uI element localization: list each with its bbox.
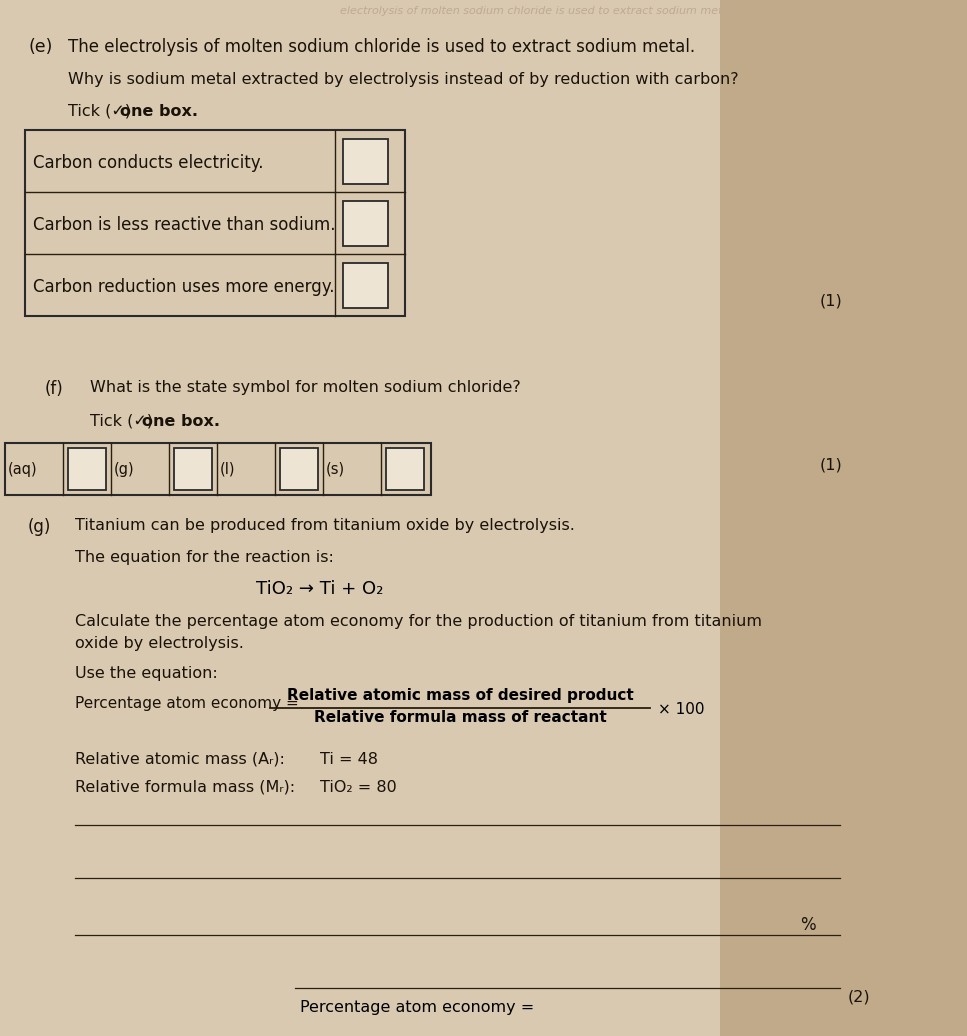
- Text: What is the state symbol for molten sodium chloride?: What is the state symbol for molten sodi…: [90, 380, 521, 395]
- Text: Why is sodium metal extracted by electrolysis instead of by reduction with carbo: Why is sodium metal extracted by electro…: [68, 71, 739, 87]
- Text: %: %: [800, 916, 815, 934]
- Text: Relative formula mass of reactant: Relative formula mass of reactant: [313, 710, 606, 725]
- Text: one box.: one box.: [142, 414, 220, 429]
- Bar: [343, 262, 388, 308]
- Text: (1): (1): [820, 458, 843, 473]
- Text: TiO₂ → Ti + O₂: TiO₂ → Ti + O₂: [256, 580, 384, 598]
- Text: × 100: × 100: [658, 702, 705, 717]
- Text: Percentage atom economy =: Percentage atom economy =: [75, 696, 299, 711]
- Bar: [5, 443, 431, 495]
- Text: oxide by electrolysis.: oxide by electrolysis.: [75, 636, 244, 651]
- Text: (e): (e): [28, 38, 52, 56]
- Text: Relative atomic mass of desired product: Relative atomic mass of desired product: [286, 688, 633, 703]
- Text: Calculate the percentage atom economy for the production of titanium from titani: Calculate the percentage atom economy fo…: [75, 614, 762, 629]
- Text: The equation for the reaction is:: The equation for the reaction is:: [75, 550, 334, 565]
- Text: Carbon conducts electricity.: Carbon conducts electricity.: [33, 154, 263, 172]
- Text: (g): (g): [114, 462, 134, 477]
- Bar: [25, 130, 405, 316]
- Text: electrolysis of molten sodium chloride is used to extract sodium metal.: electrolysis of molten sodium chloride i…: [340, 6, 736, 16]
- Text: (l): (l): [220, 462, 236, 477]
- Bar: [343, 139, 388, 183]
- Text: Titanium can be produced from titanium oxide by electrolysis.: Titanium can be produced from titanium o…: [75, 518, 574, 533]
- Bar: [280, 448, 318, 490]
- Bar: [68, 448, 106, 490]
- Text: Relative formula mass (Mᵣ):: Relative formula mass (Mᵣ):: [75, 780, 295, 795]
- Text: (aq): (aq): [8, 462, 38, 477]
- Text: (f): (f): [45, 380, 64, 398]
- Bar: [386, 448, 424, 490]
- Bar: [720, 0, 967, 1036]
- Text: Use the equation:: Use the equation:: [75, 666, 218, 681]
- Text: Relative atomic mass (Aᵣ):: Relative atomic mass (Aᵣ):: [75, 752, 285, 767]
- Text: (g): (g): [28, 518, 51, 536]
- Text: TiO₂ = 80: TiO₂ = 80: [320, 780, 396, 795]
- Text: one box.: one box.: [120, 104, 198, 119]
- Text: (2): (2): [848, 990, 870, 1005]
- Text: Ti = 48: Ti = 48: [320, 752, 378, 767]
- Text: The electrolysis of molten sodium chloride is used to extract sodium metal.: The electrolysis of molten sodium chlori…: [68, 38, 695, 56]
- Text: Percentage atom economy =: Percentage atom economy =: [300, 1000, 534, 1015]
- Text: (s): (s): [326, 462, 345, 477]
- Text: Carbon is less reactive than sodium.: Carbon is less reactive than sodium.: [33, 215, 336, 234]
- Text: Carbon reduction uses more energy.: Carbon reduction uses more energy.: [33, 278, 335, 296]
- Bar: [343, 201, 388, 246]
- Text: Tick (✓): Tick (✓): [90, 414, 159, 429]
- Bar: [174, 448, 212, 490]
- Text: Tick (✓): Tick (✓): [68, 104, 136, 119]
- Text: (1): (1): [820, 294, 843, 309]
